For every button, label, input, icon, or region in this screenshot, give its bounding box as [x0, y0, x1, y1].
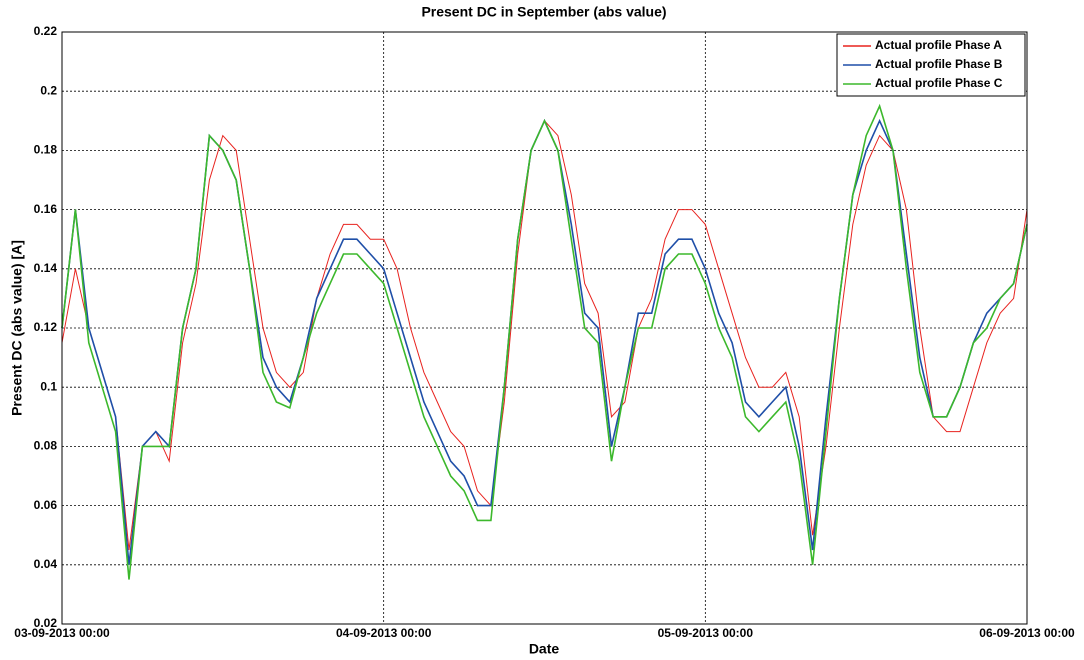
legend: Actual profile Phase A Actual profile Pha…: [836, 33, 1026, 97]
plot-frame: [61, 31, 1028, 625]
chart-title: Present DC in September (abs value): [421, 4, 666, 20]
legend-label: Actual profile Phase B: [875, 57, 1003, 71]
y-tick-label: 0.06: [34, 498, 58, 512]
y-tick-label: 0.2: [40, 83, 57, 97]
y-tick-label: 0.18: [34, 143, 58, 157]
y-tick-label: 0.12: [34, 320, 58, 334]
x-tick-label: 06-09-2013 00:00: [979, 626, 1075, 640]
x-axis-label: Date: [529, 641, 560, 657]
y-tick-label: 0.16: [34, 202, 58, 216]
y-axis-label: Present DC (abs value) [A]: [9, 240, 25, 416]
x-tick-label: 04-09-2013 00:00: [336, 626, 432, 640]
series-line: [61, 119, 1028, 551]
x-tick-label: 03-09-2013 00:00: [14, 626, 110, 640]
legend-label: Actual profile Phase A: [875, 38, 1002, 52]
y-tick-label: 0.14: [34, 261, 58, 275]
y-tick-label: 0.08: [34, 439, 58, 453]
series-line: [61, 103, 1028, 580]
x-tick-label: 05-09-2013 00:00: [658, 626, 754, 640]
y-tick-label: 0.22: [34, 24, 58, 38]
y-tick-label: 0.02: [34, 616, 58, 630]
y-tick-label: 0.1: [40, 379, 57, 393]
y-tick-label: 0.04: [34, 557, 58, 571]
series-line: [61, 118, 1028, 565]
legend-label: Actual profile Phase C: [875, 76, 1003, 90]
